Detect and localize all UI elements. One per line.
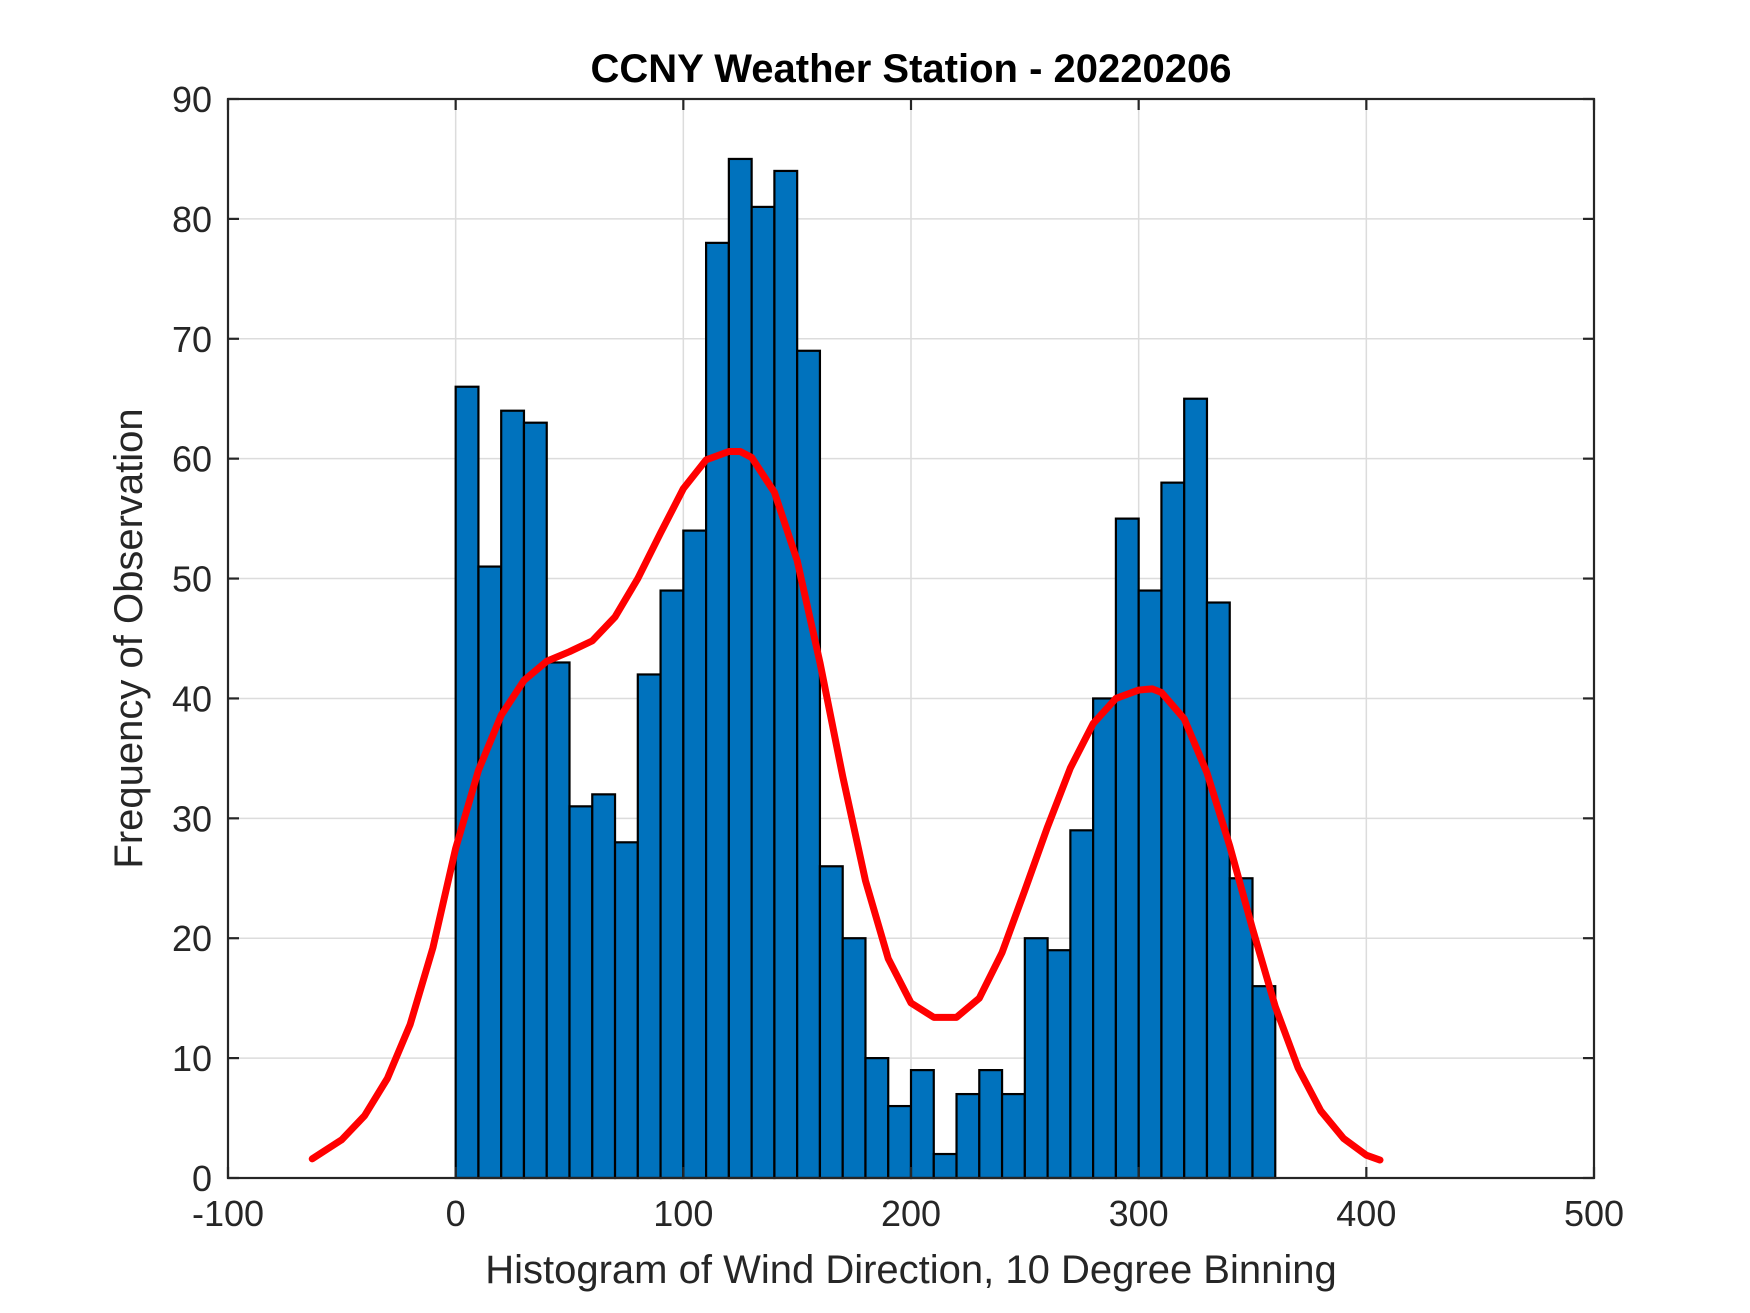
histogram-bar — [796, 349, 822, 1180]
histogram-bar — [1205, 601, 1231, 1180]
y-tick-label: 70 — [172, 319, 212, 360]
histogram-bar — [1114, 517, 1140, 1180]
histogram-bar — [1137, 589, 1163, 1180]
y-tick-label: 40 — [172, 678, 212, 719]
histogram-bar — [1000, 1092, 1026, 1180]
x-tick-label: 500 — [1564, 1193, 1624, 1234]
histogram-bar — [659, 589, 685, 1180]
y-tick-label: 80 — [172, 199, 212, 240]
x-tick-label: -100 — [192, 1193, 264, 1234]
x-tick-label: 300 — [1109, 1193, 1169, 1234]
y-axis-label: Frequency of Observation — [107, 408, 151, 868]
histogram-bar — [955, 1092, 981, 1180]
x-tick-label: 0 — [446, 1193, 466, 1234]
x-tick-label: 400 — [1336, 1193, 1396, 1234]
y-tick-label: 10 — [172, 1038, 212, 1079]
axis-ticks — [226, 97, 1596, 1180]
histogram-bar — [591, 793, 617, 1180]
histogram-bar — [932, 1152, 958, 1180]
x-axis-label: Histogram of Wind Direction, 10 Degree B… — [485, 1248, 1337, 1292]
histogram-bar — [1183, 397, 1209, 1180]
x-tick-label: 100 — [653, 1193, 713, 1234]
y-tick-label: 30 — [172, 798, 212, 839]
histogram-bar — [500, 409, 526, 1180]
histogram-bar — [1046, 949, 1072, 1180]
histogram-bar — [545, 661, 571, 1180]
histogram-bar — [1069, 829, 1095, 1180]
histogram-bar — [841, 937, 867, 1180]
x-tick-label: 200 — [881, 1193, 941, 1234]
y-tick-label: 90 — [172, 79, 212, 120]
histogram-bar — [818, 865, 844, 1180]
density-fit-curve — [308, 447, 1384, 1164]
histogram-bar — [887, 1104, 913, 1180]
chart-title: CCNY Weather Station - 20220206 — [591, 47, 1232, 91]
x-tick-labels: -100 0 100 200 300 400 500 — [192, 1193, 1624, 1234]
y-tick-label: 50 — [172, 559, 212, 600]
histogram-bar — [704, 241, 730, 1180]
histogram-bar — [978, 1068, 1004, 1180]
histogram-bar — [773, 169, 799, 1180]
histogram-bar — [864, 1057, 890, 1180]
histogram-bars — [454, 157, 1277, 1180]
histogram-bar — [682, 529, 708, 1180]
histogram-bar — [1251, 985, 1277, 1180]
histogram-bar — [568, 805, 594, 1180]
y-tick-label: 60 — [172, 439, 212, 480]
histogram-bar — [522, 421, 548, 1180]
histogram-bar — [750, 205, 776, 1180]
histogram-bar — [1023, 937, 1049, 1180]
histogram-bar — [1092, 697, 1117, 1180]
histogram-bar — [1160, 481, 1186, 1180]
histogram-bar — [909, 1068, 935, 1180]
histogram-bar — [613, 841, 639, 1180]
y-tick-label: 20 — [172, 918, 212, 959]
y-tick-labels: 0 10 20 30 40 50 60 70 80 90 — [172, 79, 212, 1199]
y-tick-label: 0 — [192, 1158, 212, 1199]
histogram-bar — [477, 565, 503, 1180]
histogram-bar — [727, 157, 753, 1180]
histogram-bar — [636, 673, 662, 1180]
